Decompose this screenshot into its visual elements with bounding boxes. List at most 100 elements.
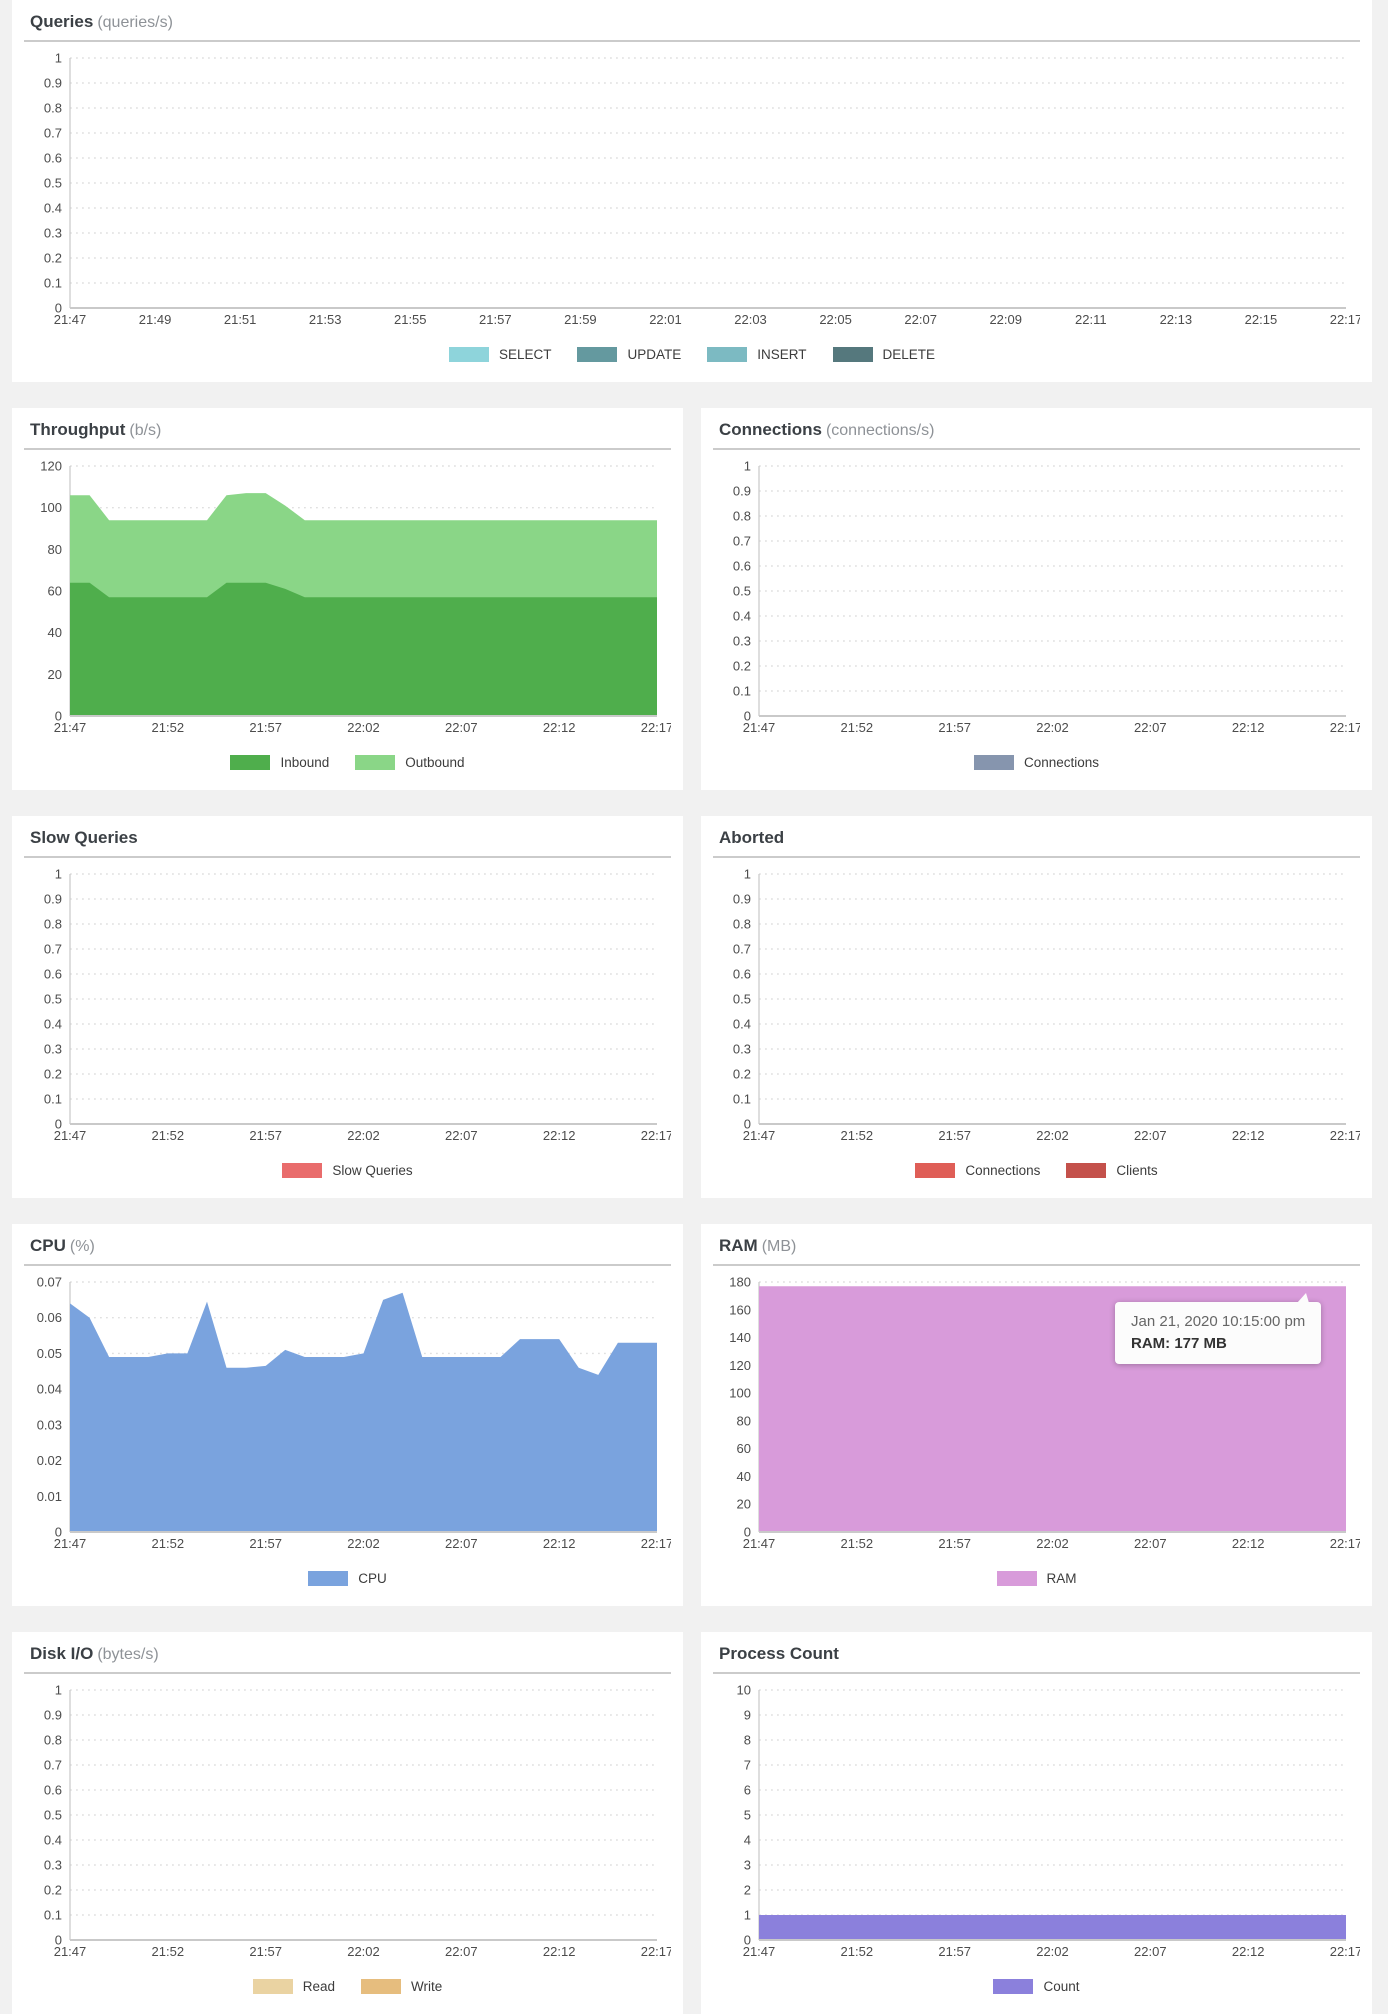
y-tick-label: 0.1 <box>733 684 751 699</box>
x-tick-label: 22:02 <box>1036 1944 1069 1959</box>
x-tick-label: 21:52 <box>152 1944 185 1959</box>
x-tick-label: 22:05 <box>819 312 852 327</box>
chart-header: Slow Queries <box>24 826 671 858</box>
legend-item: SELECT <box>448 346 551 362</box>
chart-title: Connections <box>719 420 822 439</box>
slow-queries-chart[interactable]: 1 0.9 0.8 0.7 0.6 0.5 0.4 0.3 0.2 0.1 0 21:47 21:52 2… <box>24 862 671 1150</box>
ram-chart[interactable]: Jan 21, 2020 10:15:00 pm RAM: 177 MB 180… <box>713 1270 1360 1558</box>
connections-chart[interactable]: 1 0.9 0.8 0.7 0.6 0.5 0.4 0.3 0.2 0.1 0 21:47 21:52 2… <box>713 454 1360 742</box>
chart-legend: Count <box>713 1976 1360 1996</box>
y-tick-label: 0 <box>55 1525 62 1540</box>
chart-title: Slow Queries <box>30 828 138 847</box>
y-tick-label: 0.6 <box>733 967 751 982</box>
y-tick-label: 0.1 <box>733 1092 751 1107</box>
legend-item: Slow Queries <box>282 1162 413 1178</box>
legend-swatch <box>993 1978 1034 1994</box>
x-tick-label: 21:47 <box>54 1536 87 1551</box>
y-tick-label: 0.2 <box>44 251 62 266</box>
chart-canvas: 120 100 80 60 40 20 021:47 21:52 21:57 22:02 22:07… <box>40 459 671 736</box>
x-tick-label: 22:03 <box>734 312 767 327</box>
y-tick-label: 0.4 <box>733 609 751 624</box>
y-tick-label: 0 <box>744 709 751 724</box>
y-tick-label: 0.2 <box>733 659 751 674</box>
x-tick-label: 21:57 <box>249 1128 282 1143</box>
chart-tooltip: Jan 21, 2020 10:15:00 pm RAM: 177 MB <box>1115 1293 1322 1364</box>
y-tick-label: 0.2 <box>733 1067 751 1082</box>
queries-chart[interactable]: 1 0.9 0.8 0.7 0.6 0.5 0.4 0.3 0.2 0.1 0 21:47 21:49 2… <box>24 46 1360 334</box>
x-tick-label: 22:02 <box>347 720 380 735</box>
y-tick-label: 1 <box>55 867 62 882</box>
y-tick-label: 0.06 <box>37 1310 62 1325</box>
chart-canvas: 1 0.9 0.8 0.7 0.6 0.5 0.4 0.3 0.2 0.1 021:47 21:52 2… <box>44 867 671 1144</box>
cpu-chart[interactable]: 0.07 0.06 0.05 0.04 0.03 0.02 0.01 0 21:47 21:52 2… <box>24 1270 671 1558</box>
y-tick-label: 0.9 <box>44 76 62 91</box>
chart-canvas: 1 0.9 0.8 0.7 0.6 0.5 0.4 0.3 0.2 0.1 021:47 21:52 2… <box>44 1683 671 1960</box>
aborted-chart[interactable]: 1 0.9 0.8 0.7 0.6 0.5 0.4 0.3 0.2 0.1 0 21:47 21:52 2… <box>713 862 1360 1150</box>
y-tick-label: 5 <box>744 1808 751 1823</box>
disk-io-chart[interactable]: 1 0.9 0.8 0.7 0.6 0.5 0.4 0.3 0.2 0.1 0 21:47 21:52 2… <box>24 1678 671 1966</box>
row-diskio-processcount: Disk I/O (bytes/s) 1 0.9 0.8 0.7 0.6 0.5 0.4 0.3… <box>12 1632 1372 2014</box>
x-tick-label: 21:47 <box>743 1128 776 1143</box>
y-tick-label: 1 <box>744 1908 751 1923</box>
legend-label: Outbound <box>405 754 465 770</box>
y-tick-label: 0.05 <box>37 1346 62 1361</box>
y-tick-label: 0.7 <box>44 1758 62 1773</box>
x-tick-label: 22:02 <box>347 1944 380 1959</box>
y-tick-label: 0.3 <box>44 1858 62 1873</box>
x-tick-label: 22:12 <box>543 1536 576 1551</box>
y-tick-label: 100 <box>729 1386 751 1401</box>
chart-legend: CPU <box>24 1568 671 1588</box>
legend-label: RAM <box>1046 1570 1077 1586</box>
x-tick-label: 22:13 <box>1160 312 1193 327</box>
y-tick-label: 80 <box>737 1413 751 1428</box>
y-tick-label: 0.8 <box>44 101 62 116</box>
legend-label: Clients <box>1116 1162 1158 1178</box>
y-tick-label: 0.5 <box>733 992 751 1007</box>
y-tick-label: 0 <box>55 301 62 316</box>
legend-swatch <box>915 1162 956 1178</box>
legend-item: Clients <box>1066 1162 1158 1178</box>
tooltip-date: Jan 21, 2020 10:15:00 pm <box>1131 1313 1306 1330</box>
x-tick-label: 22:02 <box>1036 720 1069 735</box>
process-count-chart[interactable]: 10 9 8 7 6 5 4 3 2 1 0 21:47 21:52 21:57 22:02 22:07 22:… <box>713 1678 1360 1966</box>
legend-label: INSERT <box>757 346 807 362</box>
y-tick-label: 0.8 <box>44 1733 62 1748</box>
y-tick-label: 2 <box>744 1883 751 1898</box>
legend-label: CPU <box>358 1570 387 1586</box>
row-queries: Queries (queries/s) 1 0.9 0.8 0.7 0.6 0.5 0.4 0.… <box>12 0 1372 382</box>
legend-item: Connections <box>973 754 1099 770</box>
y-tick-label: 0 <box>744 1117 751 1132</box>
x-tick-label: 22:17 <box>641 1128 671 1143</box>
legend-swatch <box>996 1570 1037 1586</box>
y-tick-label: 0.1 <box>44 276 62 291</box>
chart-header: Throughput (b/s) <box>24 418 671 450</box>
y-tick-label: 40 <box>737 1469 751 1484</box>
legend-swatch <box>361 1978 401 1994</box>
legend-label: Inbound <box>280 754 330 770</box>
chart-legend: Slow Queries <box>24 1160 671 1180</box>
x-tick-label: 21:52 <box>841 1128 874 1143</box>
x-tick-label: 21:53 <box>309 312 342 327</box>
chart-unit: (connections/s) <box>825 422 935 439</box>
legend-swatch <box>973 754 1014 770</box>
y-tick-label: 7 <box>744 1758 751 1773</box>
x-tick-label: 22:12 <box>1232 1536 1265 1551</box>
y-tick-label: 0.3 <box>733 634 751 649</box>
x-tick-label: 22:02 <box>347 1536 380 1551</box>
chart-title: Throughput <box>30 420 126 439</box>
throughput-chart[interactable]: 120 100 80 60 40 20 0 21:47 21:52 21:57 22:02 22:07… <box>24 454 671 742</box>
x-tick-label: 22:07 <box>904 312 937 327</box>
y-tick-label: 0.04 <box>37 1382 62 1397</box>
legend-swatch <box>1066 1162 1107 1178</box>
y-tick-label: 20 <box>48 667 62 682</box>
chart-panel-ram: RAM (MB) Jan 21, 2020 10:15:00 pm RAM: 17… <box>701 1224 1372 1606</box>
y-tick-label: 0.8 <box>733 509 751 524</box>
chart-title: Disk I/O <box>30 1644 94 1663</box>
chart-canvas: 1 0.9 0.8 0.7 0.6 0.5 0.4 0.3 0.2 0.1 021:47 21:52 2… <box>733 459 1360 736</box>
x-tick-label: 21:57 <box>249 720 282 735</box>
y-tick-label: 0.7 <box>44 942 62 957</box>
y-tick-label: 0.6 <box>44 151 62 166</box>
chart-canvas: 1 0.9 0.8 0.7 0.6 0.5 0.4 0.3 0.2 0.1 021:47 21:52 2… <box>733 867 1360 1144</box>
y-tick-label: 0 <box>744 1525 751 1540</box>
y-tick-label: 0.7 <box>44 126 62 141</box>
